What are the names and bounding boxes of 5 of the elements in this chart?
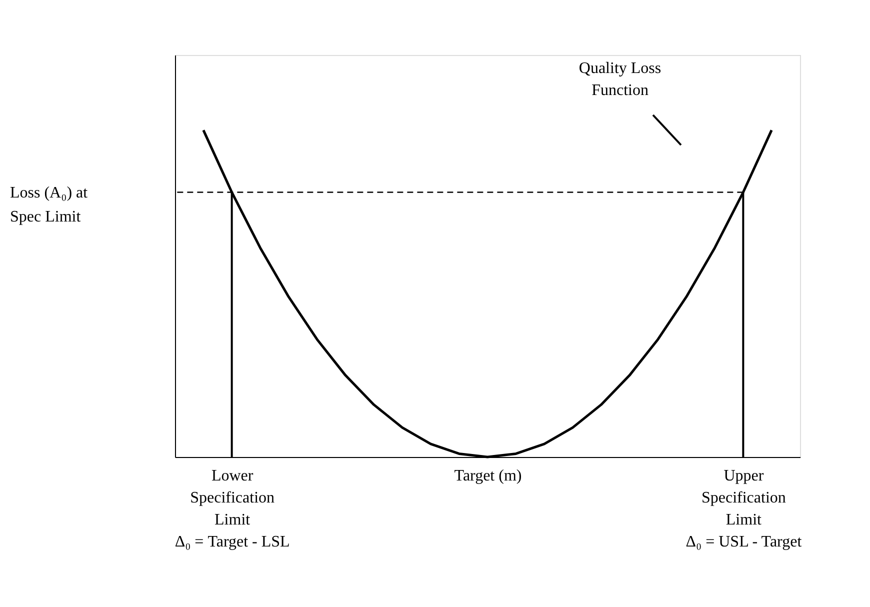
text: Quality Loss Function: [578, 60, 662, 99]
x-tick-label: Lower Specification Limit Δ₀ = Target - LSL: [174, 468, 290, 550]
x-tick-label: Target (m): [454, 468, 522, 484]
x-tick-label: Upper Specification Limit Δ₀ = USL - Target: [686, 468, 802, 550]
ref-line-label: Loss (A₀) at Spec Limit: [10, 184, 88, 226]
